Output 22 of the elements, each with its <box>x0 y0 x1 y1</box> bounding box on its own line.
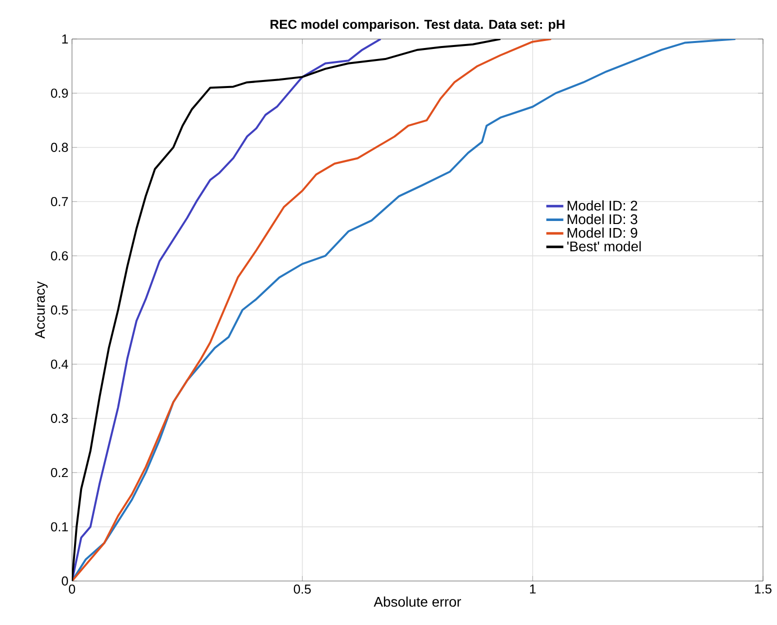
y-tick-label: 1 <box>62 34 68 44</box>
y-tick-label: 0 <box>62 576 68 586</box>
x-axis-title: Absolute error <box>374 596 462 607</box>
x-tick-label: 1 <box>530 584 536 594</box>
chart-title: REC model comparison. Test data. Data set: pH <box>270 19 564 32</box>
y-tick-label: 0.9 <box>50 88 68 98</box>
y-tick-label: 0.1 <box>50 522 68 532</box>
legend-label: Model ID: 3 <box>568 214 638 224</box>
legend-label: Model ID: 9 <box>568 228 638 238</box>
y-tick-label: 0.7 <box>50 197 68 206</box>
y-tick-label: 0.2 <box>50 468 68 478</box>
legend-label: 'Best' model <box>567 241 641 252</box>
y-axis-title: Accuracy <box>35 281 48 339</box>
y-tick-label: 0.4 <box>50 360 68 369</box>
legend-label: Model ID: 2 <box>568 200 638 211</box>
y-tick-label: 0.8 <box>50 142 68 152</box>
x-tick-label: 1.5 <box>754 584 772 594</box>
x-tick-label: 0 <box>68 584 76 594</box>
y-tick-label: 0.3 <box>50 414 68 423</box>
x-tick-label: 0.5 <box>294 584 311 594</box>
y-tick-label: 0.5 <box>50 305 68 315</box>
y-tick-label: 0.6 <box>50 251 68 260</box>
